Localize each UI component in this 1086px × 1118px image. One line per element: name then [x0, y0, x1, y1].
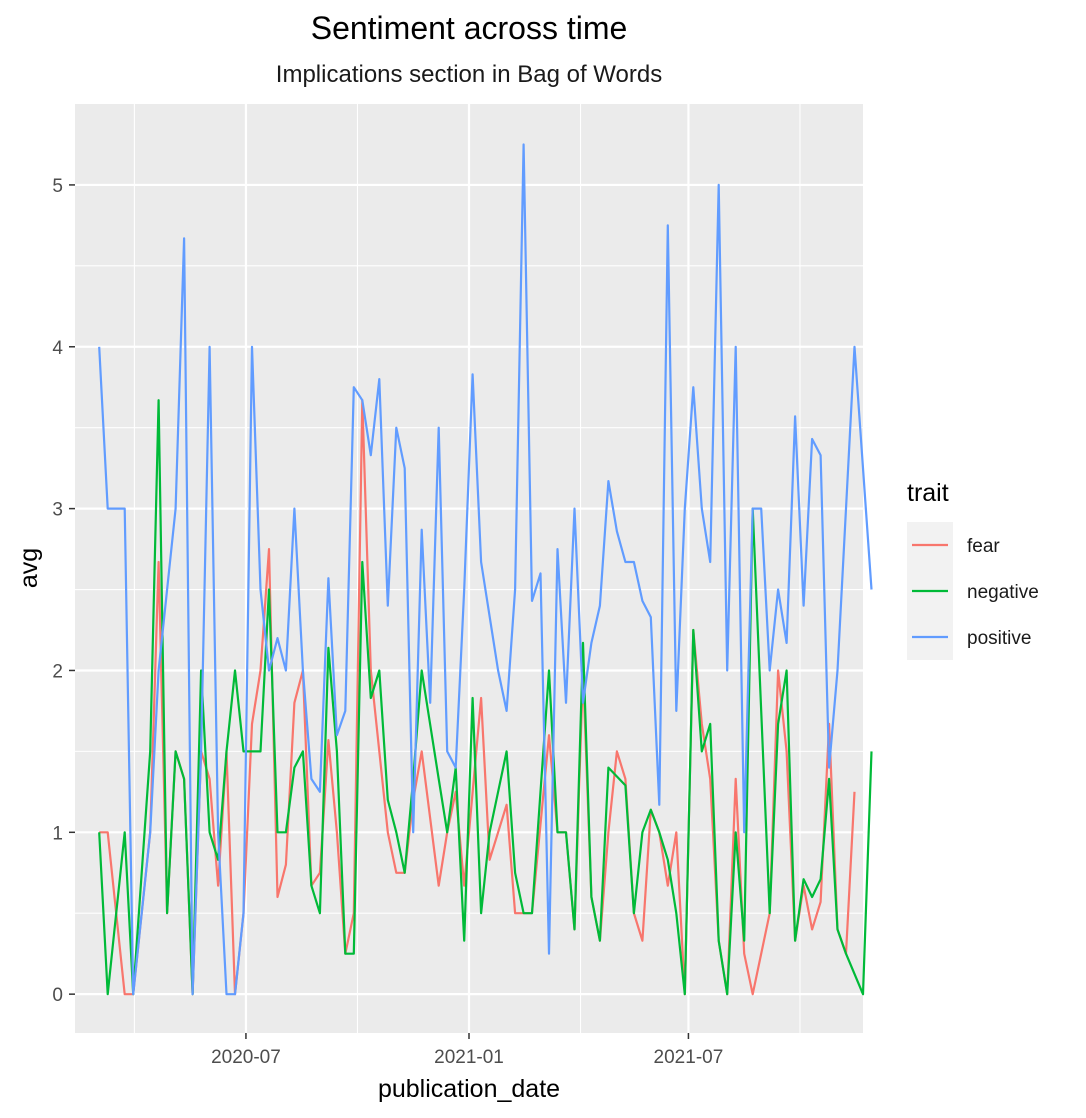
x-tick-label: 2020-07 [211, 1047, 281, 1068]
y-tick-label: 2 [52, 661, 63, 682]
y-tick-label: 3 [52, 500, 63, 521]
legend-label-negative: negative [967, 582, 1039, 603]
y-axis-ticks: 0 1 2 3 4 5 [52, 176, 75, 1006]
y-axis-title: avg [15, 548, 43, 588]
legend-title: trait [907, 479, 949, 507]
y-tick-label: 4 [52, 338, 63, 359]
x-tick-label: 2021-01 [434, 1047, 504, 1068]
legend-items: fear negative positive [907, 522, 1039, 660]
series-line-positive [98, 143, 873, 996]
x-axis-ticks: 2020-07 2021-01 2021-07 [211, 1033, 723, 1068]
x-axis-title: publication_date [378, 1075, 560, 1103]
y-tick-label: 1 [52, 823, 63, 844]
legend: trait fear negative positive [907, 479, 1039, 660]
series-line-negative [98, 399, 873, 996]
y-tick-label: 5 [52, 176, 63, 197]
x-tick-label: 2021-07 [654, 1047, 724, 1068]
chart-title: Sentiment across time [311, 10, 628, 46]
chart-subtitle: Implications section in Bag of Words [276, 61, 662, 88]
series-lines [98, 143, 873, 996]
y-tick-label: 0 [52, 985, 63, 1006]
legend-label-fear: fear [967, 536, 1000, 557]
legend-label-positive: positive [967, 628, 1031, 649]
